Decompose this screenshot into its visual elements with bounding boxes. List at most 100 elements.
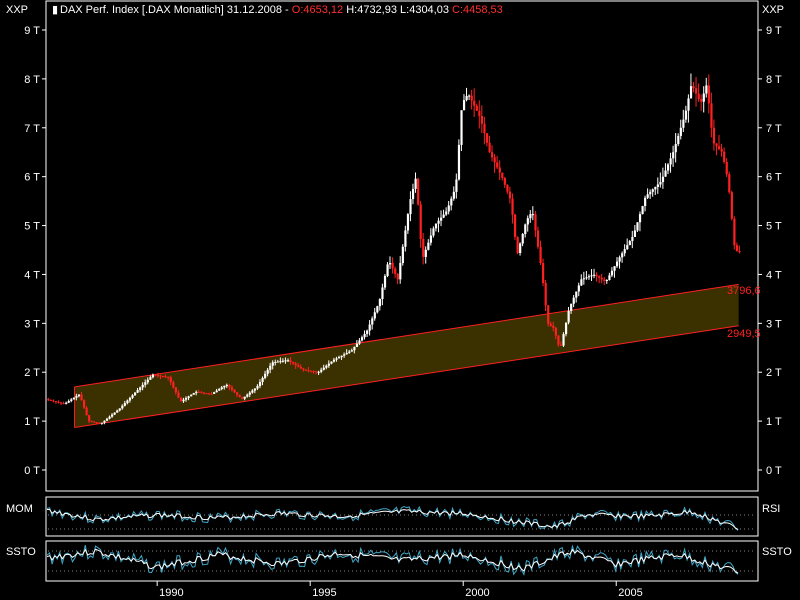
candle-body — [348, 351, 351, 353]
channel-band — [74, 284, 739, 428]
mom-rsi-panel[interactable] — [45, 496, 759, 537]
axis-tag-left: XXP — [6, 4, 28, 16]
candle-body — [468, 95, 471, 97]
candle — [638, 211, 642, 232]
candle — [600, 273, 603, 284]
candle — [80, 392, 83, 401]
candle — [697, 83, 700, 102]
candle — [118, 408, 121, 412]
candle — [700, 94, 703, 111]
candle-body — [631, 236, 634, 242]
candle-body — [338, 357, 341, 359]
candle — [445, 207, 448, 216]
candle-body — [674, 144, 677, 153]
candle-body — [542, 263, 545, 283]
candle — [169, 375, 172, 386]
y-tick-label-left: 5 T — [24, 221, 40, 233]
candle-body — [399, 263, 402, 280]
candle — [172, 380, 175, 389]
axis-tag-right: XXP — [762, 4, 784, 16]
candle-body — [478, 110, 481, 116]
y-axis-right: 0 T 1 T 2 T 3 T 4 T 5 T 6 T 7 T 8 T 9 T — [758, 25, 782, 477]
candle-body — [587, 276, 591, 278]
candle-body — [350, 350, 353, 352]
rsi-label: RSI — [762, 503, 780, 515]
candle-body — [470, 95, 473, 101]
candle-body — [202, 392, 206, 394]
candle-body — [57, 401, 60, 403]
candle-body — [383, 275, 387, 288]
candle — [682, 109, 685, 132]
y-tick-label-left: 0 T — [24, 465, 40, 477]
candle-body — [197, 391, 200, 393]
candle-body — [322, 367, 325, 370]
candle — [664, 163, 667, 177]
candle — [228, 383, 231, 391]
candle — [552, 321, 555, 332]
candle-body — [434, 223, 438, 229]
candle — [725, 158, 728, 177]
candle — [720, 143, 723, 157]
main-price-panel[interactable] — [45, 0, 759, 492]
candle-body — [516, 236, 519, 253]
price-candles — [47, 73, 741, 425]
candle-body — [294, 363, 297, 366]
candle — [618, 255, 621, 269]
candle-body — [531, 214, 535, 216]
candle — [488, 135, 491, 153]
candle-body — [167, 376, 170, 378]
candle-body — [269, 365, 272, 370]
candle-body — [440, 217, 443, 221]
candle — [287, 358, 290, 363]
candle-body — [371, 318, 374, 325]
candle-body — [475, 105, 478, 111]
candle — [613, 266, 616, 278]
candle-body — [544, 283, 547, 306]
candle-body — [445, 211, 448, 215]
candle-body — [218, 389, 221, 391]
candle-body — [360, 337, 364, 341]
candle-body — [623, 249, 626, 254]
candle — [394, 266, 397, 279]
candle-body — [664, 170, 667, 177]
candle — [187, 395, 190, 401]
candle — [233, 389, 236, 394]
candle-body — [225, 384, 228, 386]
candle — [417, 177, 420, 206]
candle — [343, 352, 346, 358]
header-icon: ▮ — [52, 4, 58, 16]
y-tick-label-left: 9 T — [24, 25, 40, 37]
candle — [623, 244, 626, 257]
candle — [659, 172, 662, 188]
candle-body — [524, 224, 527, 234]
candle-body — [353, 346, 356, 351]
candle-body — [577, 285, 580, 292]
candle-body — [213, 392, 216, 394]
candle-body — [672, 152, 675, 159]
candle — [215, 388, 218, 393]
candle — [57, 400, 60, 404]
candle — [182, 397, 185, 403]
candle-body — [608, 275, 611, 280]
candle-body — [184, 397, 188, 400]
candle — [674, 133, 677, 163]
candle-body — [330, 361, 333, 364]
candle-body — [429, 235, 433, 243]
candle-body — [684, 110, 688, 120]
candle — [271, 360, 274, 370]
candle — [72, 397, 75, 400]
candle-body — [54, 401, 58, 403]
candle-body — [108, 416, 111, 419]
candle — [590, 269, 593, 281]
candle-body — [88, 415, 91, 422]
candle-body — [621, 253, 624, 258]
candle — [542, 258, 545, 287]
candle-body — [508, 191, 512, 199]
ssto-panel[interactable] — [45, 540, 759, 582]
candle — [437, 217, 440, 233]
candle — [325, 364, 328, 370]
candle — [85, 406, 88, 416]
candle-body — [605, 279, 608, 281]
candle — [269, 362, 272, 374]
candle — [677, 133, 680, 147]
